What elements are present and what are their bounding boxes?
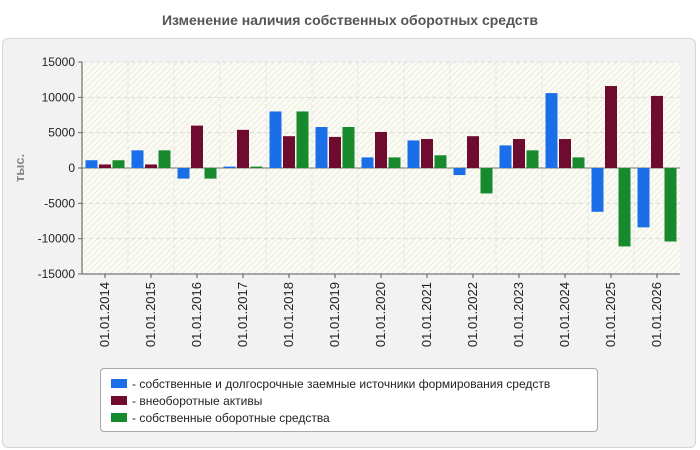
y-tick-label: -10000: [38, 232, 76, 246]
x-tick-label: 01.01.2014: [97, 282, 112, 347]
x-tick-label: 01.01.2024: [557, 282, 572, 347]
bar-series-3: [526, 150, 539, 168]
bar-series-2: [651, 95, 663, 168]
legend-item: - внеоборотные активы: [111, 392, 597, 409]
x-tick-label: 01.01.2025: [603, 282, 618, 347]
x-tick-label: 01.01.2022: [465, 282, 480, 347]
y-tick-label: -15000: [38, 267, 76, 281]
bar-series-1: [315, 127, 328, 168]
x-tick-label: 01.01.2015: [143, 282, 158, 347]
bar-series-2: [559, 139, 571, 168]
bar-series-1: [177, 168, 190, 179]
y-tick-label: -5000: [44, 196, 75, 210]
bar-series-1: [499, 145, 512, 168]
bar-series-1: [223, 166, 236, 168]
bar-series-3: [388, 157, 401, 168]
chart-legend: - собственные и долгосрочные заемные ист…: [100, 368, 598, 432]
bar-series-1: [591, 168, 604, 212]
bar-series-3: [112, 160, 125, 168]
bar-series-3: [158, 150, 171, 168]
y-axis-label: тыс.: [12, 154, 27, 182]
bar-series-2: [329, 136, 341, 168]
x-tick-label: 01.01.2019: [327, 282, 342, 347]
bar-series-2: [375, 131, 387, 168]
bar-series-3: [664, 168, 677, 242]
legend-label: - собственные и долгосрочные заемные ист…: [132, 376, 551, 391]
bar-series-3: [296, 111, 309, 168]
bar-series-1: [269, 111, 282, 168]
bar-series-1: [131, 150, 144, 168]
bar-series-2: [99, 164, 111, 168]
bar-series-2: [237, 129, 249, 168]
bar-series-1: [637, 168, 650, 228]
x-tick-label: 01.01.2017: [235, 282, 250, 347]
y-tick-label: 10000: [42, 90, 76, 104]
bar-series-2: [421, 139, 433, 168]
bar-series-3: [250, 166, 263, 168]
bar-series-2: [467, 136, 479, 168]
bar-series-1: [361, 157, 374, 168]
bar-series-1: [85, 160, 98, 168]
bar-series-2: [145, 164, 157, 168]
x-tick-label: 01.01.2023: [511, 282, 526, 347]
bar-series-3: [434, 155, 447, 168]
bar-series-2: [191, 125, 203, 168]
bar-series-2: [283, 136, 295, 168]
legend-swatch: [111, 379, 127, 388]
legend-swatch: [111, 413, 127, 422]
bar-series-2: [605, 86, 617, 168]
bar-series-2: [513, 139, 525, 168]
chart-title: Изменение наличия собственных оборотных …: [161, 12, 539, 28]
bar-series-1: [545, 93, 558, 168]
x-tick-label: 01.01.2021: [419, 282, 434, 347]
bar-series-3: [480, 168, 493, 194]
x-tick-label: 01.01.2020: [373, 282, 388, 347]
bar-series-3: [204, 168, 217, 179]
bar-series-3: [618, 168, 631, 247]
x-tick-label: 01.01.2026: [649, 282, 664, 347]
bar-series-3: [572, 157, 585, 168]
legend-item: - собственные оборотные средства: [111, 409, 597, 426]
x-tick-label: 01.01.2016: [189, 282, 204, 347]
y-tick-label: 15000: [42, 55, 76, 69]
bar-series-1: [407, 140, 420, 168]
legend-item: - собственные и долгосрочные заемные ист…: [111, 375, 597, 392]
x-tick-label: 01.01.2018: [281, 282, 296, 347]
bar-series-3: [342, 127, 355, 168]
y-tick-label: 0: [68, 161, 75, 175]
legend-label: - внеоборотные активы: [132, 393, 263, 408]
legend-swatch: [111, 396, 127, 405]
legend-label: - собственные оборотные средства: [132, 410, 330, 425]
bar-series-1: [453, 168, 466, 176]
y-tick-label: 5000: [48, 126, 75, 140]
